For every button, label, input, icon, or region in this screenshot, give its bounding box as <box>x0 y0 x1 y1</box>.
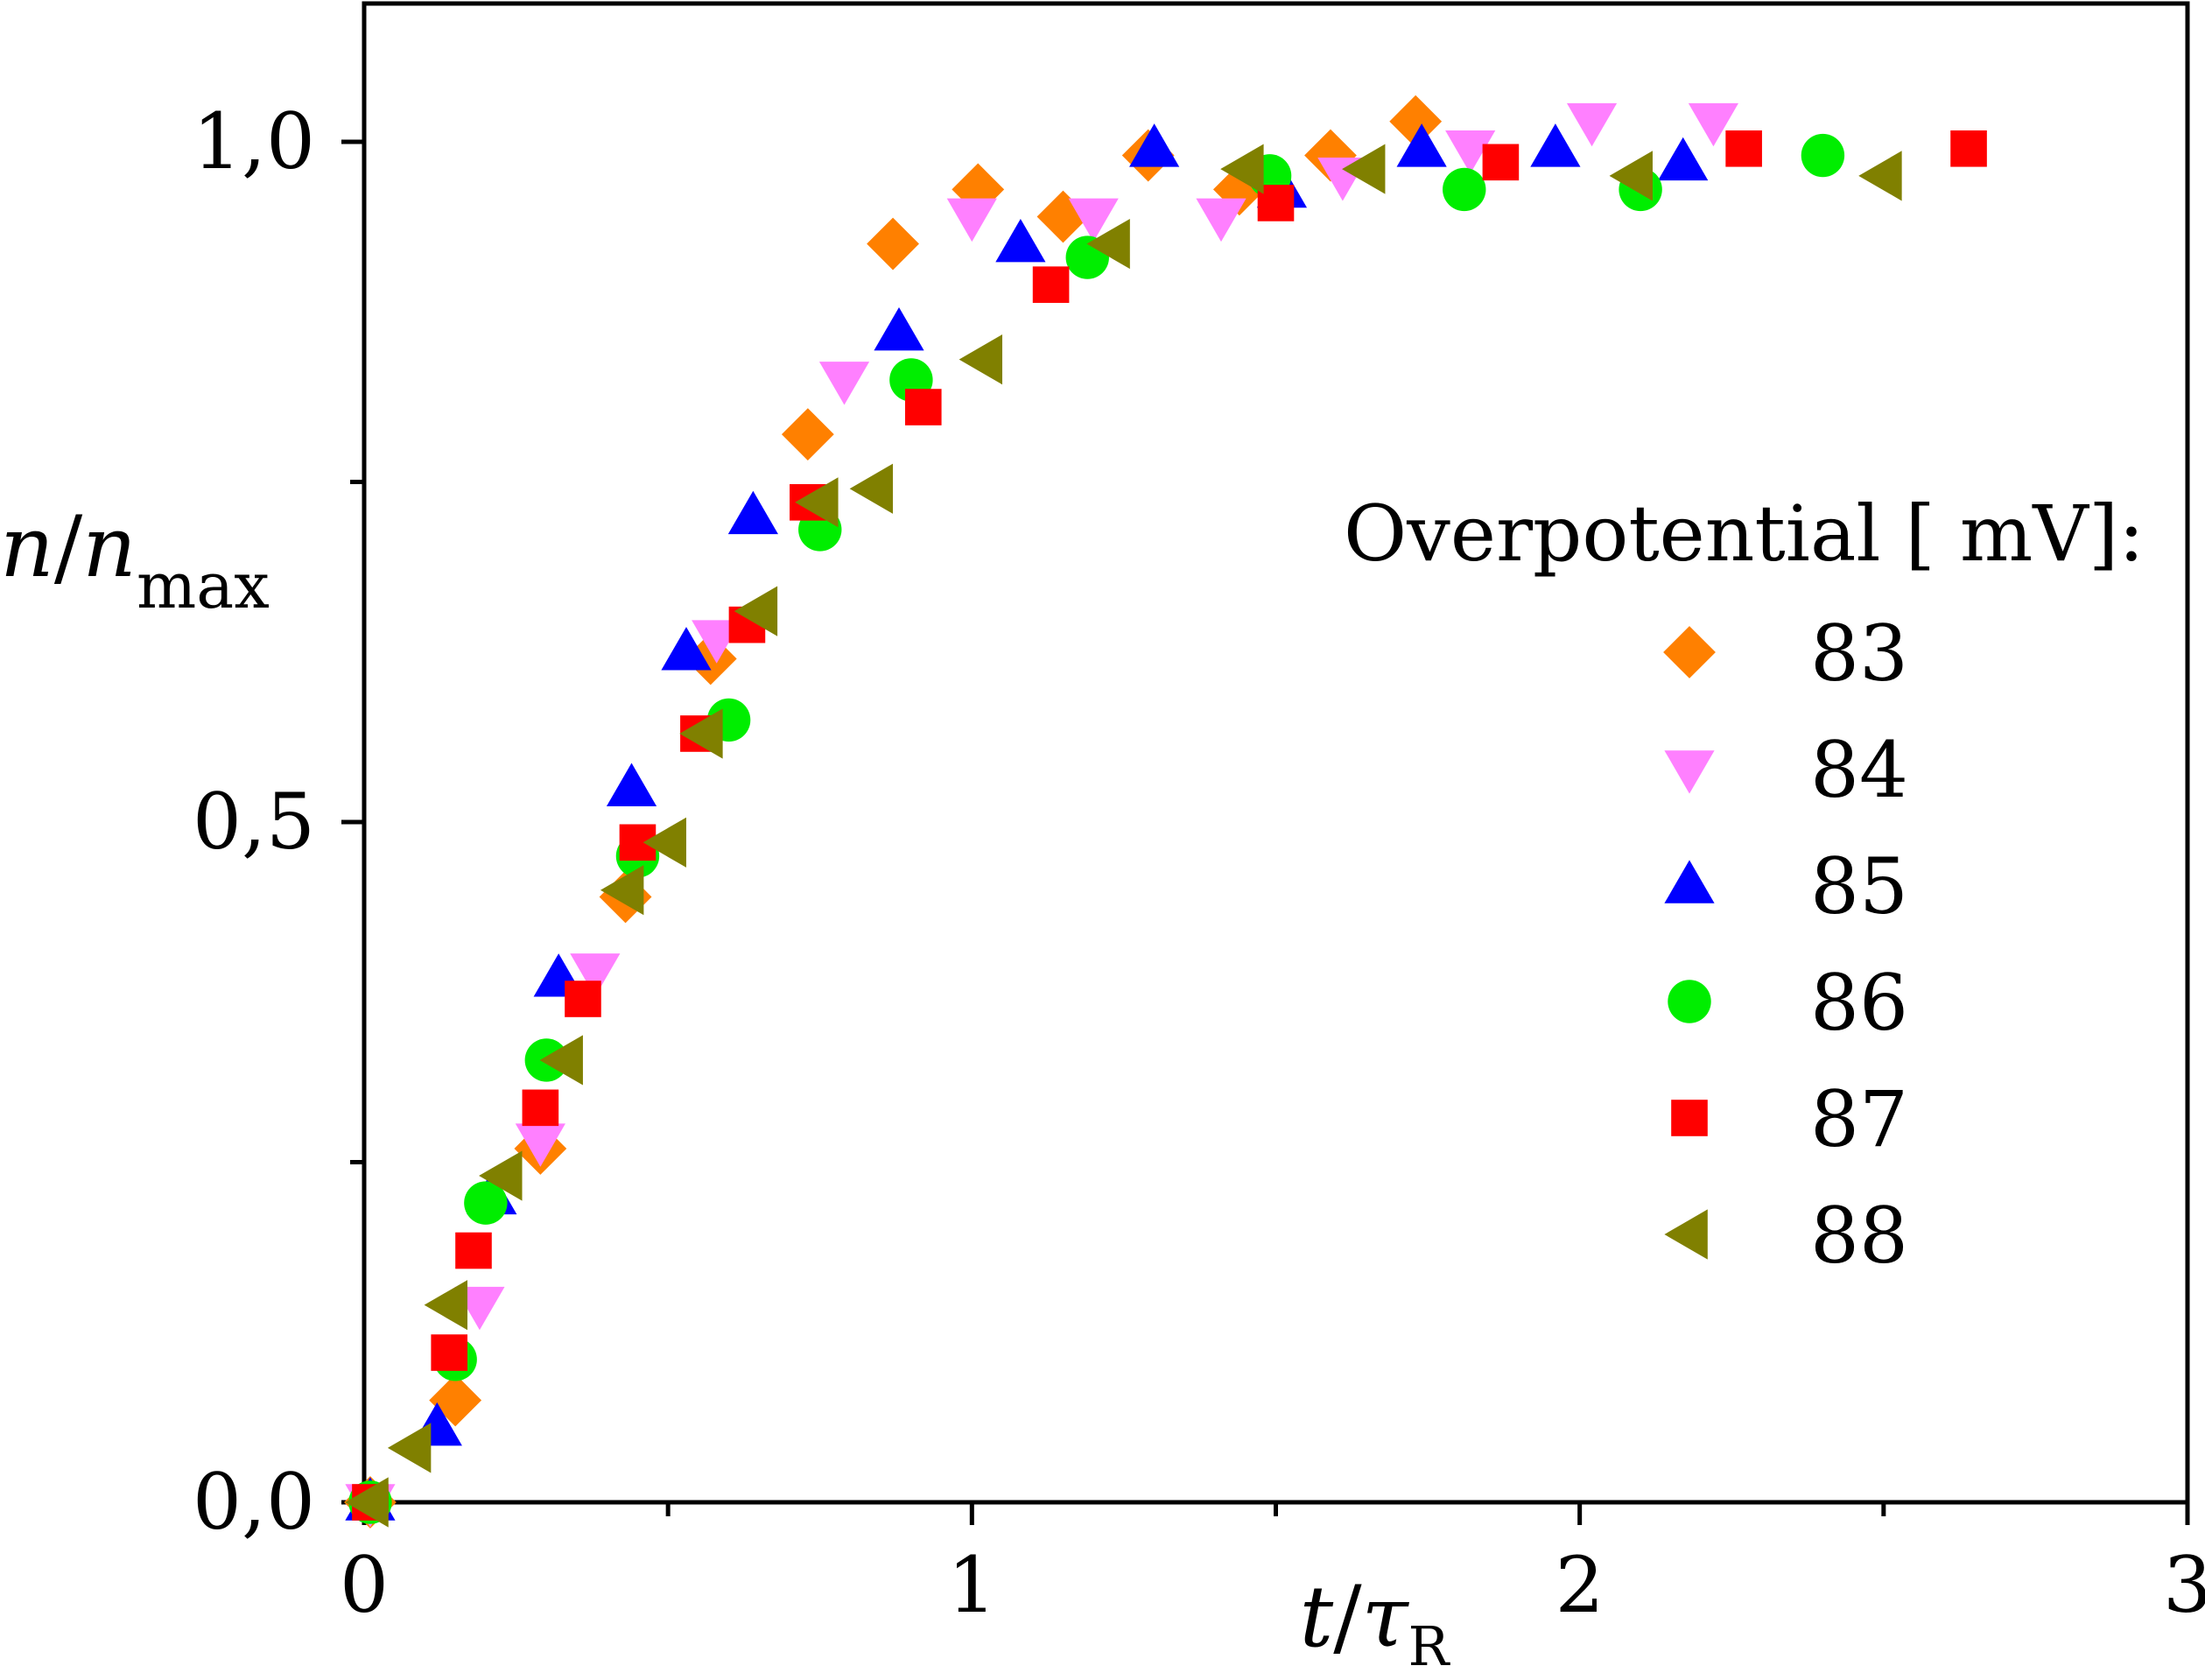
series-85 <box>345 123 1709 1521</box>
data-point-88 <box>539 1035 583 1086</box>
data-point-84 <box>1445 130 1496 174</box>
legend-label-86: 86 <box>1810 958 1908 1048</box>
y-axis-title: n/nmax <box>0 498 270 622</box>
data-point-83 <box>429 1374 482 1427</box>
data-point-85 <box>727 490 778 535</box>
data-point-85 <box>661 627 712 671</box>
data-point-83 <box>867 217 919 271</box>
legend-item-84: 84 <box>1664 725 1908 815</box>
legend-item-86: 86 <box>1668 958 1908 1048</box>
legend-item-88: 88 <box>1664 1191 1908 1281</box>
data-point-85 <box>995 218 1046 263</box>
data-point-88 <box>387 1423 432 1473</box>
data-point-85 <box>606 763 657 806</box>
data-point-83 <box>1389 95 1443 148</box>
plot-frame <box>362 1 2190 1505</box>
data-points <box>344 95 1987 1529</box>
series-83 <box>344 95 1443 1529</box>
series-84 <box>345 102 1739 1528</box>
data-point-84 <box>1688 102 1739 147</box>
data-point-87 <box>1257 185 1295 221</box>
data-point-84 <box>818 362 870 405</box>
legend-label-84: 84 <box>1810 725 1908 815</box>
data-point-84 <box>1068 198 1119 243</box>
data-point-87 <box>455 1232 492 1269</box>
legend-label-88: 88 <box>1810 1191 1908 1281</box>
legend-marker-84 <box>1664 750 1715 794</box>
data-point-88 <box>1086 218 1130 270</box>
data-point-85 <box>1530 123 1581 167</box>
legend-label-83: 83 <box>1810 608 1908 699</box>
data-point-85 <box>1129 123 1180 167</box>
legend-label-87: 87 <box>1810 1074 1908 1164</box>
data-point-83 <box>1036 190 1090 243</box>
legend-marker-85 <box>1664 860 1715 903</box>
x-tick-label: 0 <box>340 1540 389 1630</box>
data-point-83 <box>781 408 834 461</box>
legend-title: Overpotential [ mV]: <box>1344 489 2145 579</box>
data-point-87 <box>1725 130 1762 167</box>
x-tick-label: 2 <box>1555 1540 1605 1630</box>
data-point-88 <box>679 708 723 759</box>
series-86 <box>348 133 1845 1524</box>
y-tick-label: 0,5 <box>193 777 315 867</box>
data-point-88 <box>1220 144 1264 194</box>
data-point-83 <box>1212 163 1266 216</box>
data-point-87 <box>1950 130 1987 167</box>
data-point-87 <box>522 1089 559 1127</box>
data-point-85 <box>874 306 924 351</box>
legend-marker-88 <box>1664 1209 1708 1260</box>
data-point-84 <box>515 1123 565 1167</box>
data-point-88 <box>1342 144 1386 194</box>
data-point-88 <box>734 586 778 636</box>
legend-marker-87 <box>1671 1100 1708 1136</box>
data-point-85 <box>1658 137 1709 181</box>
data-point-88 <box>345 1477 389 1528</box>
data-point-88 <box>643 817 686 868</box>
data-point-84 <box>1566 102 1618 147</box>
data-point-85 <box>1396 123 1447 167</box>
legend-item-87: 87 <box>1671 1074 1908 1164</box>
data-point-87 <box>1482 144 1520 181</box>
data-point-88 <box>1609 151 1653 201</box>
data-point-87 <box>1032 266 1070 303</box>
data-point-84 <box>1196 198 1246 243</box>
y-tick-label: 1,0 <box>193 96 315 186</box>
x-tick-label: 3 <box>2163 1540 2205 1630</box>
data-point-88 <box>600 865 644 916</box>
data-point-84 <box>946 198 997 243</box>
legend-item-83: 83 <box>1663 608 1908 699</box>
axes: 0 1 2 3 0,0 0,5 1,0 t/τR n/nmax <box>0 96 2205 1678</box>
data-point-88 <box>959 334 1003 385</box>
x-tick-label: 1 <box>947 1540 996 1630</box>
data-point-86 <box>464 1181 508 1225</box>
data-point-86 <box>1801 133 1845 178</box>
y-tick-label: 0,0 <box>193 1457 315 1547</box>
legend-item-85: 85 <box>1664 841 1908 931</box>
data-point-88 <box>849 463 894 514</box>
data-point-88 <box>424 1280 468 1331</box>
data-point-87 <box>904 389 942 425</box>
data-point-84 <box>570 953 621 997</box>
data-point-87 <box>565 981 601 1017</box>
data-point-86 <box>1443 167 1486 212</box>
series-88 <box>345 144 1902 1528</box>
legend-label-85: 85 <box>1810 841 1908 931</box>
data-point-87 <box>431 1334 468 1371</box>
legend: Overpotential [ mV]: 83 84 85 86 87 88 <box>1344 489 2145 1281</box>
data-point-88 <box>795 477 839 528</box>
x-axis-title: t/τR <box>1300 1568 1451 1676</box>
legend-marker-83 <box>1663 626 1716 678</box>
data-point-88 <box>1858 151 1902 201</box>
series-87 <box>352 130 1987 1521</box>
data-point-88 <box>479 1150 523 1201</box>
legend-marker-86 <box>1668 980 1711 1023</box>
